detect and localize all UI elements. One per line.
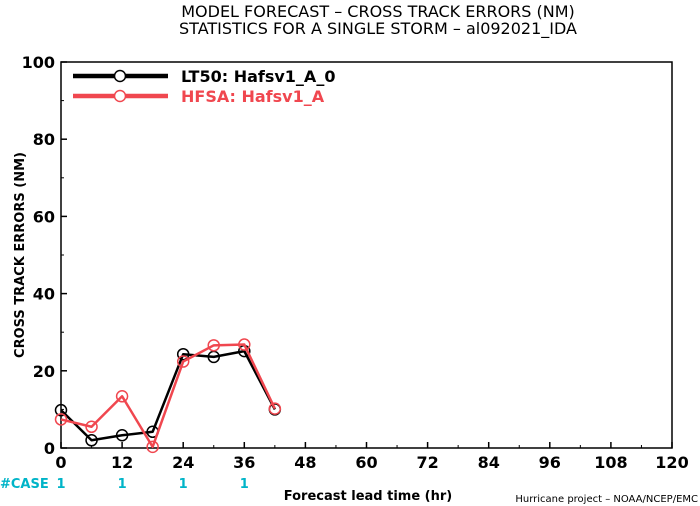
- data-point-0: [176, 347, 190, 361]
- data-point-1: [54, 413, 68, 426]
- legend-label-hfsa: HFSA: Hafsv1_A: [181, 87, 325, 106]
- data-point-1: [176, 355, 190, 368]
- legend-label-lt50: LT50: Hafsv1_A_0: [181, 67, 335, 86]
- data-point-1: [268, 402, 282, 415]
- plot-frame: [60, 61, 673, 449]
- data-point-1: [238, 338, 251, 351]
- case-label: #CASE: [0, 477, 49, 492]
- x-tick-label: 36: [233, 453, 255, 472]
- data-point-1: [115, 390, 129, 403]
- x-tick-label: 60: [355, 453, 377, 472]
- data-point-1: [85, 420, 98, 434]
- x-axis-label: Forecast lead time (hr): [284, 489, 452, 504]
- x-tick-label: 96: [539, 453, 561, 472]
- series-layer: [54, 338, 282, 454]
- case-count: 1: [118, 477, 127, 492]
- y-tick-label: 60: [33, 207, 55, 226]
- chart-title: MODEL FORECAST – CROSS TRACK ERRORS (NM): [181, 2, 575, 21]
- x-tick-label: 0: [55, 453, 66, 472]
- data-point-0: [115, 429, 129, 442]
- x-tick-label: 24: [172, 453, 194, 472]
- data-point-1: [146, 440, 159, 454]
- case-counts: 1 1 1 1: [56, 477, 248, 492]
- data-point-0: [85, 434, 98, 447]
- legend-marker-hfsa: [113, 89, 127, 103]
- case-count: 1: [56, 477, 65, 492]
- y-axis-label: CROSS TRACK ERRORS (NM): [13, 152, 28, 358]
- case-count: 1: [240, 477, 249, 492]
- axes: 0 12 24 36 48 60 72 84 96 108 120 0 20 40 60 80 100: [22, 53, 689, 472]
- y-tick-label: 40: [33, 285, 55, 304]
- y-tick-label: 0: [44, 439, 55, 458]
- credit-text: Hurricane project – NOAA/NCEP/EMC: [515, 494, 698, 505]
- legend: LT50: Hafsv1_A_0 HFSA: Hafsv1_A: [73, 67, 335, 106]
- x-tick-label: 48: [294, 453, 316, 472]
- x-tick-label: 108: [594, 453, 627, 472]
- x-tick-label: 84: [478, 453, 500, 472]
- x-tick-label: 120: [655, 453, 688, 472]
- chart-subtitle: STATISTICS FOR A SINGLE STORM – al092021…: [179, 19, 577, 39]
- y-tick-label: 80: [33, 130, 55, 149]
- data-point-0: [54, 403, 68, 417]
- data-point-1: [207, 339, 220, 352]
- legend-marker-lt50: [113, 69, 127, 83]
- y-tick-label: 100: [22, 53, 55, 72]
- case-count: 1: [179, 477, 188, 492]
- y-tick-label: 20: [33, 362, 55, 381]
- x-tick-label: 12: [111, 453, 133, 472]
- x-tick-label: 72: [416, 453, 438, 472]
